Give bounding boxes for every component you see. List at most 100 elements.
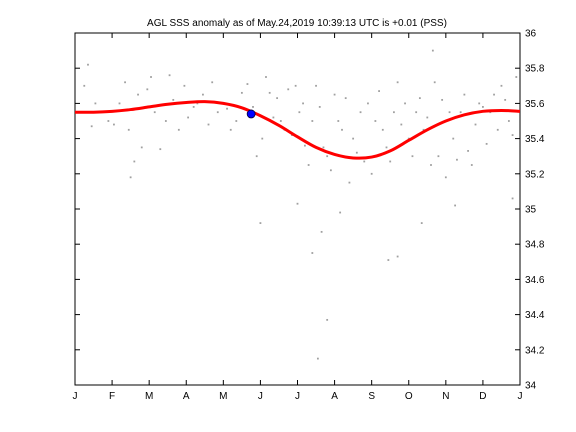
observation-point [216,111,219,114]
observation-point [393,111,395,114]
observation-point [470,164,473,166]
observation-point [172,98,175,101]
observation-point [507,120,510,122]
x-tick-label: N [442,391,449,402]
observation-point [183,84,186,87]
observation-point [396,81,399,84]
observation-point [504,98,507,101]
observation-point [493,93,495,96]
observation-point [94,102,97,105]
observation-point [318,106,321,108]
observation-point [235,120,238,122]
observation-point [316,357,319,360]
y-tick-label: 34.4 [525,310,545,321]
observation-point [381,128,384,131]
observation-point [456,158,458,161]
current-value-layer [246,109,256,119]
observation-point [352,137,355,140]
observation-point [467,150,469,152]
observation-point [298,111,301,114]
axes [74,32,521,386]
observation-point [433,81,436,84]
observation-point [344,97,347,100]
climatology-layer [74,100,521,160]
observation-point [326,155,329,158]
observation-point [478,102,481,105]
observation-point [411,155,414,158]
observation-point [287,88,290,91]
observation-point [355,151,358,154]
y-tick-label: 35.2 [525,169,545,180]
observation-point [177,128,180,131]
x-tick-label: F [109,391,115,402]
observation-point [107,120,110,122]
chart-title: AGL SSS anomaly as of May.24,2019 10:39:… [147,18,447,29]
observation-point [311,120,314,122]
observation-point [339,211,342,214]
observation-point [279,120,282,122]
x-tick-label: M [145,391,153,402]
x-tick-label: J [295,391,300,402]
observation-point [422,128,425,131]
observation-point [378,90,380,92]
observation-point [441,98,444,101]
observation-point [294,84,297,87]
observation-point [307,164,310,166]
observation-point [326,318,329,321]
observation-point [444,176,447,179]
y-tick-label: 35.4 [525,134,545,145]
observation-point [304,144,306,147]
observation-point [367,102,369,105]
observation-point [261,137,264,140]
observation-point [226,107,228,110]
observation-point [276,97,279,100]
climatology-line [74,100,521,160]
observation-point [302,102,304,105]
observation-point [496,128,499,131]
observation-point [500,84,503,87]
y-tick-label: 34.2 [525,345,545,356]
observation-point [474,123,477,126]
observations-layer [83,49,518,360]
observation-point [229,128,232,131]
observation-point [396,255,399,258]
current-value-point [246,109,256,119]
observation-point [268,91,271,94]
observation-point [113,123,115,126]
observation-point [255,155,258,158]
observation-point [246,83,249,85]
x-tick-label: J [73,391,78,402]
observation-point [448,111,451,114]
observation-point [211,81,214,84]
observation-point [320,230,323,233]
y-tick-label: 34.8 [525,240,545,251]
y-tick-label: 36 [525,29,537,40]
observation-point [196,102,199,105]
observation-point [333,93,336,96]
observation-point [385,146,388,149]
y-axis-ticks: 34 34.2 34.4 34.6 34.8 35 35.2 35.4 35.6 35.8 36 [75,29,545,392]
observation-point [265,76,267,78]
observation-point [311,252,314,254]
observation-point [164,120,167,122]
observation-point [341,128,343,131]
observation-point [146,88,149,91]
observation-point [90,125,93,128]
observation-point [426,116,429,119]
observation-point [415,111,418,114]
y-tick-label: 34.6 [525,275,545,286]
x-tick-label: A [183,391,190,402]
observation-point [252,106,254,108]
observation-point [137,93,139,96]
observation-point [452,137,455,140]
observation-point [482,106,484,108]
observation-point [124,81,126,84]
observation-point [140,146,143,149]
observation-point [153,111,156,114]
observation-point [511,134,514,136]
y-tick-label: 34 [525,381,537,392]
observation-point [404,102,406,105]
observation-point [192,106,195,108]
observation-point [420,222,423,224]
